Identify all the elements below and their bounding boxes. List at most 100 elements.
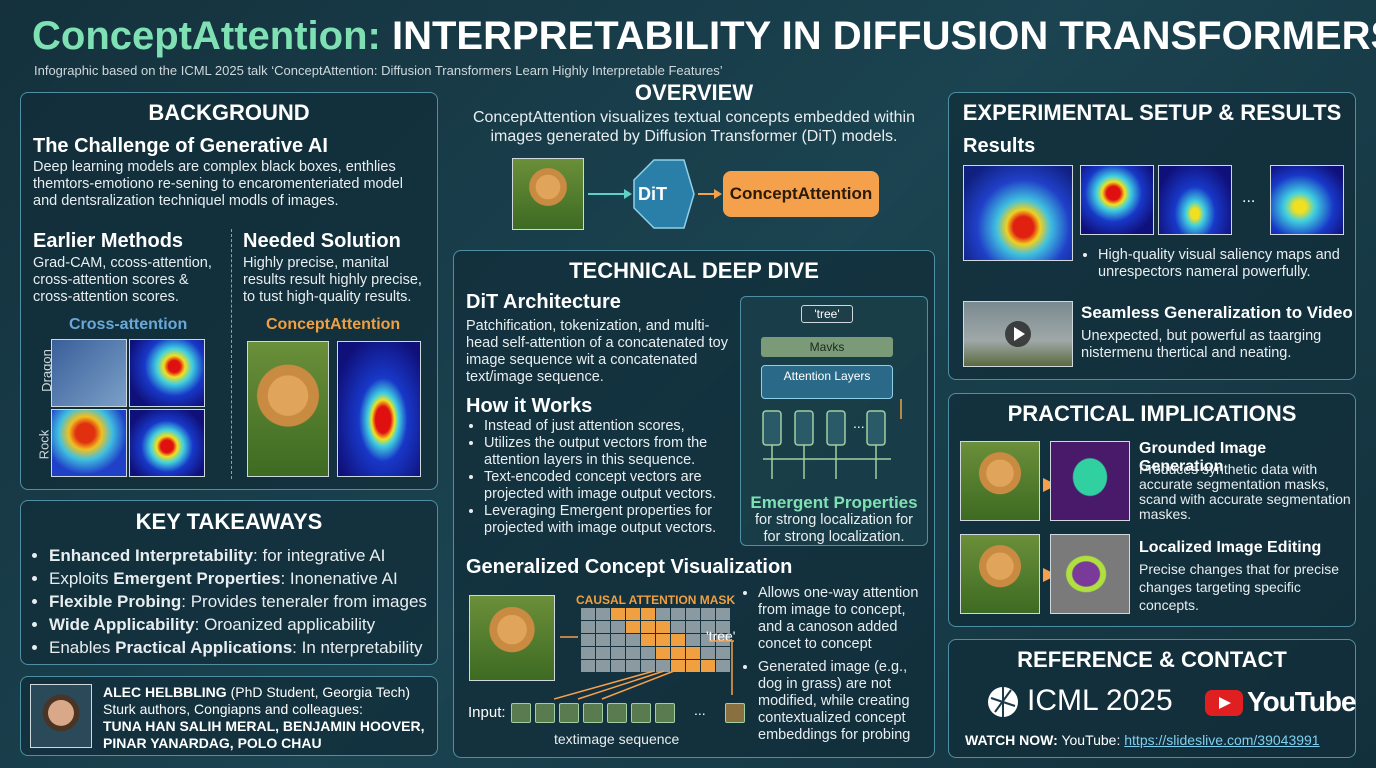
sequence-token [583,703,603,723]
takeaway-bold: Wide Applicability [49,615,195,634]
section-title: Results [963,135,1036,157]
label: ConceptAttention [266,316,401,333]
dit-diagram: 'tree' Mavks Attention Layers ... Emerge… [740,296,928,546]
sequence-token [511,703,531,723]
mask-cell [596,608,610,620]
dit-label: DiT [638,184,667,204]
mask-cell [686,660,700,672]
block: Mavks [761,337,893,357]
mask-cell [671,634,685,646]
ellipsis: ... [1242,189,1256,206]
image [247,341,329,477]
text: ConceptAttention visualizes textual conc… [472,109,916,145]
takeaway-bold: Practical Applications [115,638,293,657]
decoration [866,410,886,446]
mask-cell [701,634,715,646]
title-accent: ConceptAttention: [32,14,381,58]
list-item: Generated image (e.g., dog in grass) are… [758,659,930,744]
sequence-token [655,703,675,723]
play-icon [1005,321,1031,347]
list: High-quality visual saliency maps and un… [1080,247,1350,281]
decoration [554,636,734,700]
mask-cell [686,634,700,646]
takeaway-list: Enhanced Interpretability: for integrati… [31,544,427,659]
mask-cell [671,647,685,659]
text: TUNA HAN SALIH MERAL, BENJAMIN HOOVER, [103,718,425,734]
heading: PRACTICAL IMPLICATIONS [1007,401,1297,426]
text: : Inonenative AI [280,569,398,588]
image [960,441,1040,521]
mask-cell [626,634,640,646]
heading: BACKGROUND [148,100,310,125]
author-name: ALEC HELBBLING [103,684,227,700]
divider [231,229,232,479]
decoration: ALEC HELBBLING (PhD Student, Georgia Tec… [103,684,425,701]
subtitle: Infographic based on the ICML 2025 talk … [34,63,723,78]
text: Exploits [49,569,114,588]
sequence-token [725,703,745,723]
heading: REFERENCE & CONTACT [1017,647,1287,672]
heatmap [1158,165,1232,235]
mask-cell [596,660,610,672]
ellipsis: ... [694,702,706,718]
text: Precise changes that for precise changes… [1139,561,1339,613]
decoration [601,670,675,700]
mask-cell [596,621,610,633]
mask-cell [671,660,685,672]
dit-shape [633,159,695,229]
heatmap [337,341,421,477]
list: Allows one-way attention from image to c… [740,585,930,744]
heatmap [1270,165,1344,235]
mask-cell [641,621,655,633]
text: : Provides teneraler from images [181,592,427,611]
section-title: How it Works [466,395,593,417]
mask-cell [686,608,700,620]
mask-cell [641,660,655,672]
text: Enables [49,638,116,657]
label: WATCH NOW: [965,732,1058,748]
list-item: Leveraging Emergent properties for proje… [484,503,734,537]
video-thumbnail [963,301,1073,367]
image [960,534,1040,614]
mask-cell [641,608,655,620]
text: : for integrative AI [253,546,386,565]
text: Produces synthetic data with accurate se… [1139,461,1351,522]
decoration [990,687,1016,717]
section-title: Localized Image Editing [1139,539,1322,556]
mask-cell [656,634,670,646]
attention-mask [581,608,731,672]
takeaway: Flexible Probing: Provides teneraler fro… [49,590,427,613]
takeaway: Enables Practical Applications: In nterp… [49,636,427,659]
text: YouTube: [1061,732,1121,748]
mask-cell [626,647,640,659]
mask-cell [716,634,730,646]
takeaway: Exploits Emergent Properties: Inonenativ… [49,567,427,590]
takeaway: Enhanced Interpretability: for integrati… [49,544,427,567]
author-role: (PhD Student, Georgia Tech) [230,684,411,700]
heatmap [129,339,205,407]
decoration [577,670,665,700]
mask-cell [716,660,730,672]
sequence-token [607,703,627,723]
mask-cell [656,608,670,620]
token: 'tree' [801,305,853,323]
text: : Oroanized applicability [194,615,376,634]
link[interactable]: https://slideslive.com/39043991 [1124,732,1320,748]
section-title: Earlier Methods [33,230,184,252]
arrow [714,189,722,199]
deep-dive-panel: TECHNICAL DEEP DIVE DiT Architecture Pat… [453,250,935,758]
concept-box: ConceptAttention [723,171,879,217]
photo [30,684,92,748]
reference-panel: REFERENCE & CONTACT ICML 2025 YouTube WA… [948,639,1357,758]
text: Patchification, tokenization, and multi-… [466,318,728,385]
text: Grad-CAM, ccoss-attention, cross-attenti… [33,255,212,305]
mask-cell [581,647,595,659]
text: Highly precise, manital results result h… [243,255,422,305]
section-title: Needed Solution [243,230,401,252]
mask-cell [611,608,625,620]
implications-panel: PRACTICAL IMPLICATIONS Grounded Image Ge… [948,393,1356,627]
image [512,158,584,230]
takeaways-panel: KEY TAKEAWAYS Enhanced Interpretability:… [20,500,438,665]
decoration [762,410,782,446]
